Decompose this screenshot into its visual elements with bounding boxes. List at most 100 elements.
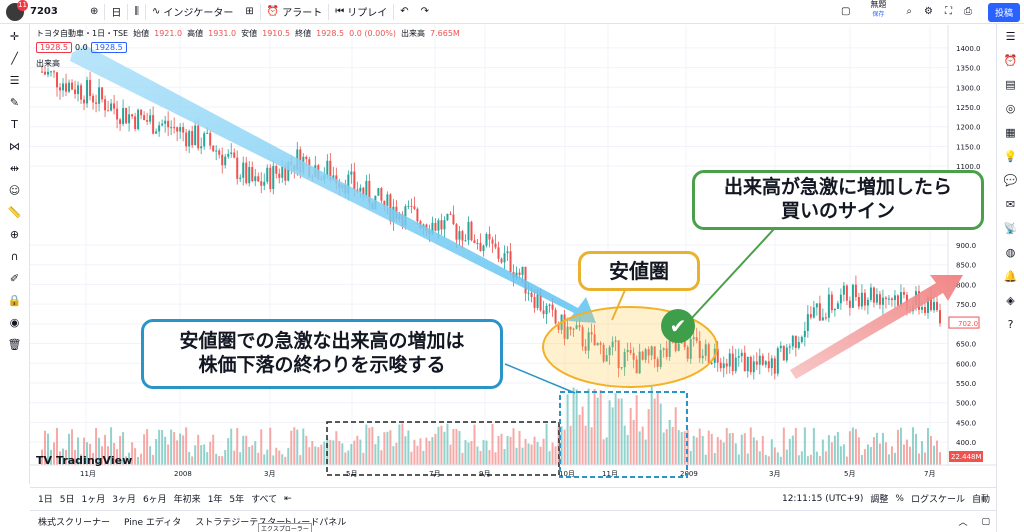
settings-button[interactable]: ⚙ [918,0,939,24]
alert-button[interactable]: ⏰ アラート [261,0,328,24]
volume-bar [683,431,686,465]
candle-body [701,355,704,359]
redo-button[interactable]: ↷ [415,0,435,24]
pencil-lock-icon[interactable]: ✐ [9,271,20,285]
volume-bar [455,428,458,465]
candle-body [122,108,125,124]
range-3m[interactable]: 3ヶ月 [112,495,136,505]
volume-bar [356,435,359,465]
maximize-icon[interactable]: ▢ [981,516,990,527]
volume-bar [896,429,899,465]
help-icon[interactable]: ? [1007,317,1014,331]
layout-name[interactable]: 無題 保存 [856,0,900,24]
publish-button[interactable]: 投稿 [987,3,1020,22]
broadcast-icon[interactable]: 📡 [1003,221,1018,235]
pattern-icon[interactable]: ⋈ [9,139,20,153]
range-5y[interactable]: 5年 [229,495,245,505]
layers-icon[interactable]: ◈ [1006,293,1015,307]
eye-icon[interactable]: ◉ [9,315,20,329]
ruler-icon[interactable]: 📏 [7,205,22,219]
alarm-clock-icon[interactable]: ⏰ [1003,53,1018,67]
chart-canvas[interactable]: 1400.0 1350.0 1300.0 1250.0 1200.0 1150.0 1100… [30,25,996,485]
avatar[interactable]: 11 [6,0,28,21]
text-icon[interactable]: T [11,117,18,131]
candle-body [68,82,71,92]
range-all[interactable]: すべて [251,495,278,505]
candle-body [728,353,731,367]
brush-icon[interactable]: ✎ [9,95,20,109]
range-ytd[interactable]: 年初来 [173,495,201,505]
chart-type-button[interactable]: ⫼ [128,0,145,24]
signal-icon[interactable]: ◍ [1005,245,1016,259]
volume-bar [224,450,227,465]
notification-icon[interactable]: 🔔 [1003,269,1018,283]
auto-toggle[interactable]: 自動 [971,495,990,505]
zoom-icon[interactable]: ⊕ [9,227,20,241]
candle-body [248,167,251,184]
range-6m[interactable]: 6ヶ月 [142,495,167,505]
range-5d[interactable]: 5日 [59,495,75,505]
idea-icon[interactable]: 💡 [1003,149,1018,163]
replay-button[interactable]: ⏮ リプレイ [329,0,393,24]
fullscreen-button[interactable]: ⛶ [939,0,958,24]
bid-box[interactable]: 1928.5 [36,42,72,53]
range-1m[interactable]: 1ヶ月 [81,495,106,505]
indicators-button[interactable]: ∿ インジケーター [146,0,239,24]
hotlist-icon[interactable]: ◎ [1005,101,1016,115]
log-toggle[interactable]: ログスケール [910,495,965,505]
volume-bar [260,429,263,465]
chat-icon[interactable]: 💬 [1003,173,1018,187]
tab-screener[interactable]: 株式スクリーナー [38,518,111,528]
symbol-search[interactable]: 7203 [24,0,84,24]
snapshot-button[interactable]: ⎙ [958,0,978,24]
candle-body [668,340,671,357]
volume-bar [386,431,389,465]
collapse-icon[interactable]: ︿ [958,518,968,528]
percent-toggle[interactable]: % [895,493,904,504]
volume-bar [746,453,749,465]
fib-icon[interactable]: ☰ [9,73,20,87]
search-button[interactable]: ⌕ [900,0,918,24]
volume-surge-callout: 安値圏での急激な出来高の増加は 株価下落の終わりを示唆する [141,319,503,389]
messages-icon[interactable]: ✉ [1005,197,1016,211]
interval-button[interactable]: 日 [105,0,127,24]
price-tick: 1300.0 [956,84,981,92]
trash-icon[interactable]: 🗑 [7,337,22,351]
candle-body [830,294,833,311]
magnet-icon[interactable]: ∩ [10,249,19,263]
measure-icon[interactable]: ⇹ [9,161,20,175]
emoji-icon[interactable]: ☺ [8,183,21,197]
adjust-toggle[interactable]: 調整 [870,495,889,505]
clock-time[interactable]: 12:11:15 (UTC+9) [781,493,864,504]
layout-button[interactable]: ▢ [835,0,856,24]
candle-body [839,294,842,304]
goto-date-icon[interactable]: ⇤ [284,493,292,504]
volume-bar [107,446,110,465]
trendline-icon[interactable]: ╱ [11,51,18,65]
watchlist-icon[interactable]: ☰ [1005,29,1016,43]
volume-bar [98,437,101,465]
tab-strategy-tester[interactable]: ストラテジーテスター [195,518,286,528]
tab-trade-panel[interactable]: トレードパネル [283,518,347,528]
calendar-icon[interactable]: ▦ [1005,125,1016,139]
candle-body [206,132,209,134]
candle-body [221,154,224,166]
volume-bar [551,442,554,465]
crosshair-icon[interactable]: ✛ [9,29,20,43]
candle-body [368,180,371,204]
candle-body [242,162,245,178]
data-window-icon[interactable]: ▤ [1005,77,1016,91]
ask-box[interactable]: 1928.5 [90,42,127,53]
candle-body [440,220,443,230]
lock-icon[interactable]: 🔒 [7,293,22,307]
range-1y[interactable]: 1年 [207,495,223,505]
undo-button[interactable]: ↶ [394,0,414,24]
candle-body [188,131,191,147]
range-1d[interactable]: 1日 [38,495,53,505]
candle-body [212,145,215,152]
tab-pine-editor[interactable]: Pine エディタ [124,518,182,528]
templates-button[interactable]: ⊞ [239,0,259,24]
volume-bar [560,426,563,465]
volume-bar [320,444,323,465]
compare-button[interactable]: ⊕ [84,0,104,24]
